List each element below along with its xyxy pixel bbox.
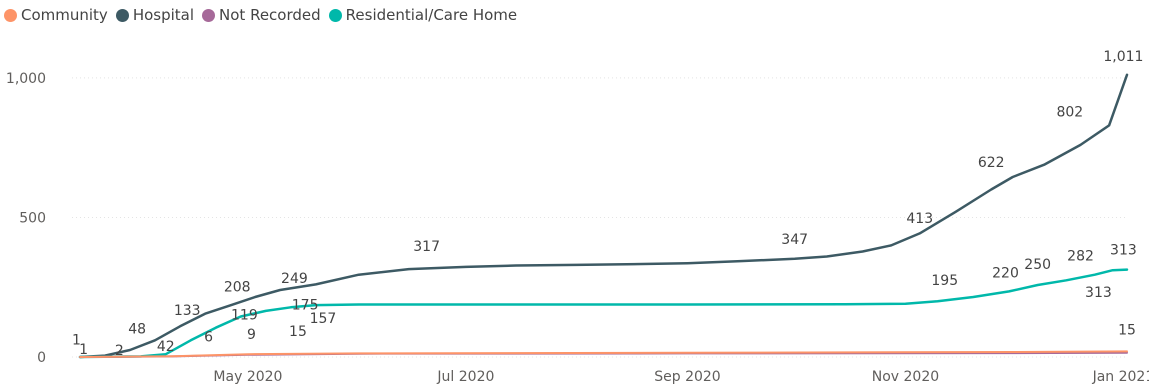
legend-dot-hospital: [115, 8, 129, 22]
x-tick-label: Sep 2020: [654, 369, 720, 385]
data-label: 1: [72, 332, 81, 348]
legend-item-community[interactable]: Community: [4, 6, 108, 24]
x-axis-tick-labels: May 2020 Jul 2020 Sep 2020 Nov 2020 Jan 2021: [213, 369, 1149, 385]
data-label: 282: [1067, 249, 1094, 265]
data-label: 313: [1085, 285, 1112, 301]
legend-item-hospital[interactable]: Hospital: [115, 6, 195, 24]
data-label: 9: [247, 327, 256, 343]
data-label: 220: [992, 265, 1019, 281]
data-label: 15: [1118, 323, 1136, 339]
data-label: 1: [79, 342, 88, 358]
legend-label-community: Community: [21, 6, 108, 24]
legend-item-residential-care-home[interactable]: Residential/Care Home: [328, 6, 518, 24]
series-line-residential-care-home: [78, 268, 1129, 359]
data-label: 317: [413, 239, 440, 255]
legend-dot-not-recorded: [202, 8, 216, 22]
data-label: 15: [289, 324, 307, 340]
data-label: 157: [310, 311, 337, 327]
series-line-community: [79, 350, 1128, 358]
data-label: 802: [1056, 104, 1083, 120]
data-label: 195: [931, 273, 958, 289]
x-tick-label: Jan 2021: [1092, 369, 1149, 385]
legend-label-hospital: Hospital: [132, 6, 195, 24]
x-tick-label: Jul 2020: [436, 369, 494, 385]
legend-label-residential-care-home: Residential/Care Home: [345, 6, 518, 24]
series-line-hospital: [78, 73, 1129, 359]
data-label: 413: [906, 211, 933, 227]
data-label: 347: [781, 232, 808, 248]
data-label: 622: [978, 155, 1005, 171]
data-label: 48: [128, 321, 146, 337]
data-label: 2: [115, 343, 124, 359]
data-label: 119: [231, 307, 258, 323]
data-label: 313: [1110, 242, 1137, 258]
data-label: 208: [224, 279, 251, 295]
data-label: 42: [157, 339, 175, 355]
data-label: 249: [281, 271, 308, 287]
y-tick-label: 500: [19, 210, 46, 226]
data-label: 133: [174, 303, 201, 319]
x-tick-label: Nov 2020: [872, 369, 939, 385]
legend-label-not-recorded: Not Recorded: [219, 6, 321, 24]
data-label: 1,011: [1103, 49, 1143, 65]
legend-dot-residential-care-home: [328, 8, 342, 22]
y-axis-tick-labels: 0 500 1,000: [6, 71, 46, 366]
data-label: 175: [292, 298, 319, 314]
y-tick-label: 0: [37, 350, 46, 366]
chart-legend: Community Hospital Not Recorded Resident…: [4, 6, 525, 24]
data-label: 250: [1024, 257, 1051, 273]
x-tick-label: May 2020: [213, 369, 282, 385]
legend-item-not-recorded[interactable]: Not Recorded: [202, 6, 321, 24]
data-label: 6: [204, 330, 213, 346]
series-lines: [78, 73, 1129, 359]
legend-dot-community: [4, 8, 17, 22]
y-tick-label: 1,000: [6, 71, 46, 87]
